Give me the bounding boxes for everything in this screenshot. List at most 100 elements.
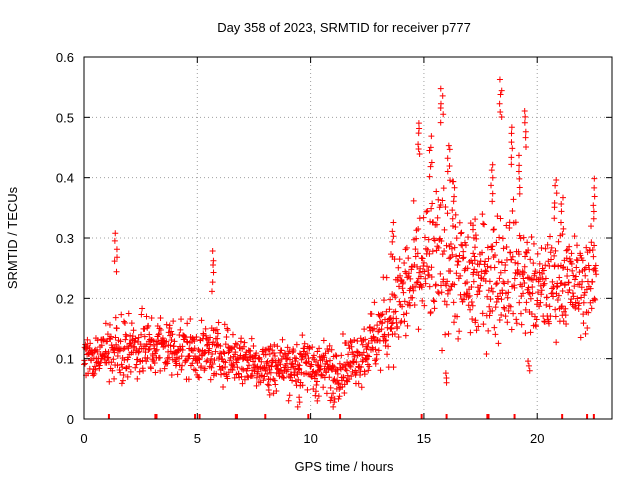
data-point [106,321,113,328]
data-point [489,174,496,181]
data-point [358,384,365,391]
data-point [247,347,254,354]
data-point [520,275,527,282]
data-point [579,278,586,285]
data-point [193,333,200,340]
data-point [580,320,587,327]
data-point [192,367,199,374]
data-point [428,159,435,166]
data-point [143,358,150,365]
data-point [141,325,148,332]
data-point [309,368,316,375]
data-point [449,215,456,222]
data-point [414,278,421,285]
x-tick-label: 5 [194,431,201,446]
data-point [563,247,570,254]
data-point [447,240,454,247]
data-point [91,363,98,370]
data-point [441,248,448,255]
data-point [453,253,460,260]
x-axis-label: GPS time / hours [295,459,394,474]
data-point [154,341,161,348]
data-point [126,363,133,370]
chart-title: Day 358 of 2023, SRMTID for receiver p77… [217,20,471,35]
data-point [473,327,480,334]
data-point [114,254,121,261]
data-point [413,235,420,242]
data-point [440,276,447,283]
data-point [517,310,524,317]
data-point [537,282,544,289]
data-point [314,348,321,355]
data-point [170,318,177,325]
data-point [312,388,319,395]
data-point [423,208,430,215]
data-point [377,367,384,374]
data-point [558,304,565,311]
data-point [516,299,523,306]
data-point [365,367,372,374]
data-point [538,244,545,251]
data-point [568,260,575,267]
data-point [164,360,171,367]
data-point [489,307,496,314]
data-point [569,290,576,297]
data-point [139,357,146,364]
data-point [238,335,245,342]
data-point [566,286,573,293]
data-point [271,352,278,359]
data-point [383,274,390,281]
data-point [558,201,565,208]
data-point [528,311,535,318]
data-point [327,384,334,391]
data-point [455,335,462,342]
data-point [165,348,172,355]
data-point [498,87,505,94]
data-point [497,91,504,98]
data-point [463,279,470,286]
data-point [118,361,125,368]
data-point [441,298,448,305]
data-point [284,366,291,373]
data-point [106,378,113,385]
data-point [323,390,330,397]
data-point [229,331,236,338]
data-point [453,235,460,242]
data-point [498,114,505,121]
data-point [391,331,398,338]
data-point [530,240,537,247]
data-point [563,320,570,327]
data-point [400,311,407,318]
data-point [361,371,368,378]
data-point [341,390,348,397]
data-point [469,315,476,322]
data-point [457,230,464,237]
data-point [374,322,381,329]
data-point [455,258,462,265]
data-point [559,194,566,201]
data-point [301,340,308,347]
data-point [465,234,472,241]
data-point [552,247,559,254]
data-point [415,141,422,148]
data-point [402,246,409,253]
data-point [218,371,225,378]
data-point [522,330,529,337]
data-point [457,272,464,279]
data-point [112,314,119,321]
data-point [416,269,423,276]
data-point [521,269,528,276]
data-point [500,245,507,252]
data-point [512,259,519,266]
data-point [591,242,598,249]
data-point [559,231,566,238]
data-point [590,215,597,222]
data-point [187,315,194,322]
data-point [462,242,469,249]
data-point [113,341,120,348]
data-point [442,370,449,377]
data-point [404,274,411,281]
data-point [117,338,124,345]
data-point [421,234,428,241]
data-point [414,263,421,270]
